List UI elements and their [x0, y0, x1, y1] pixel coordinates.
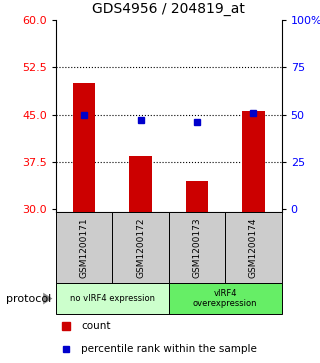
- Bar: [225, 212, 282, 283]
- Text: count: count: [81, 321, 111, 331]
- Bar: [56, 212, 112, 283]
- Bar: [56, 283, 169, 314]
- Polygon shape: [43, 293, 52, 305]
- Title: GDS4956 / 204819_at: GDS4956 / 204819_at: [92, 2, 245, 16]
- Text: protocol: protocol: [6, 294, 52, 303]
- Bar: [169, 283, 282, 314]
- Text: GSM1200171: GSM1200171: [80, 217, 89, 278]
- Text: GSM1200174: GSM1200174: [249, 217, 258, 278]
- Bar: [169, 212, 225, 283]
- Bar: [73, 83, 95, 212]
- Bar: [186, 181, 208, 212]
- Bar: [112, 212, 169, 283]
- Bar: [129, 156, 152, 212]
- Text: GSM1200173: GSM1200173: [193, 217, 202, 278]
- Text: vIRF4
overexpression: vIRF4 overexpression: [193, 289, 258, 308]
- Bar: [242, 111, 265, 212]
- Text: GSM1200172: GSM1200172: [136, 217, 145, 278]
- Text: no vIRF4 expression: no vIRF4 expression: [70, 294, 155, 303]
- Text: percentile rank within the sample: percentile rank within the sample: [81, 344, 257, 354]
